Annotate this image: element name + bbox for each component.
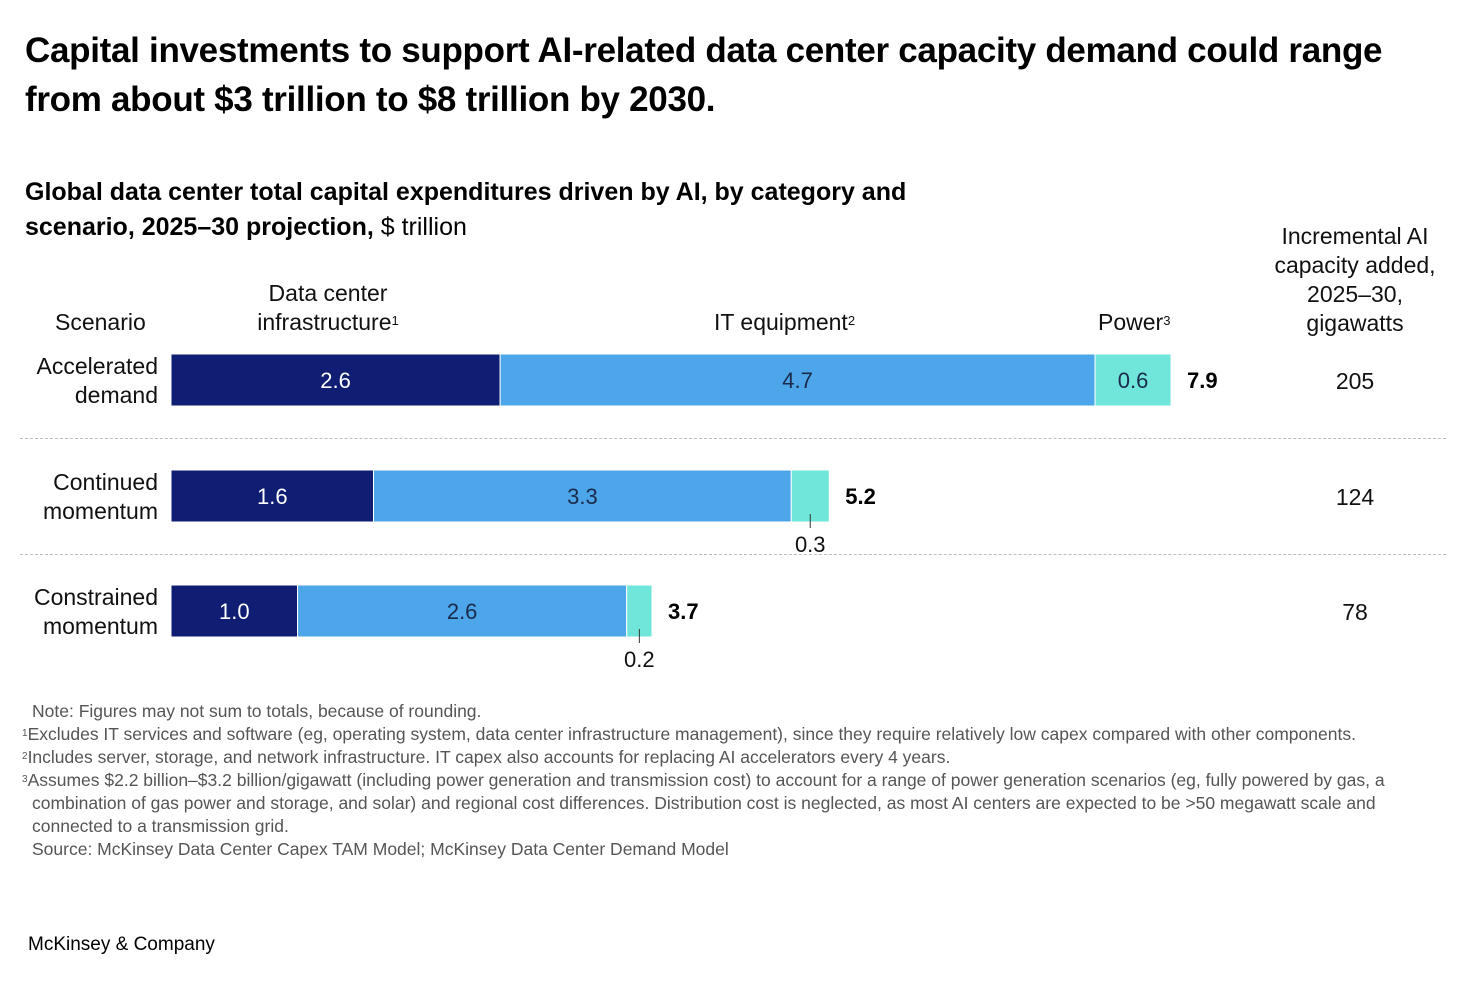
column-header-infrastructure-line1: Data center bbox=[268, 280, 388, 306]
column-header-capacity: Incremental AI capacity added, 2025–30, … bbox=[1255, 222, 1455, 338]
bar-it-equipment-continued-momentum bbox=[373, 469, 792, 523]
footnote-marker-2: 2 bbox=[847, 313, 856, 328]
footnote-2-text: Includes server, storage, and network in… bbox=[27, 747, 951, 767]
note-rounding: Note: Figures may not sum to totals, bec… bbox=[32, 701, 482, 721]
row-label-line2: momentum bbox=[42, 498, 158, 524]
bar-power-constrained-momentum bbox=[626, 584, 653, 638]
row-label-continued-momentum: Continued momentum bbox=[0, 468, 158, 526]
bar-data-center-infrastructure-accelerated-demand bbox=[170, 353, 501, 407]
data-label-power-constrained-momentum: 0.2 bbox=[624, 647, 655, 672]
total-label-accelerated-demand: 7.9 bbox=[1187, 368, 1218, 393]
capacity-value-accelerated: 205 bbox=[1335, 368, 1375, 394]
column-header-scenario: Scenario bbox=[55, 308, 146, 337]
capacity-header-line2: capacity added, bbox=[1274, 252, 1436, 278]
bar-power-accelerated-demand bbox=[1094, 353, 1172, 407]
footnote-1: 1Excludes IT services and software (eg, … bbox=[22, 723, 1422, 746]
it-label: IT equipment bbox=[714, 309, 848, 335]
data-label-power-continued-momentum: 0.3 bbox=[795, 532, 826, 557]
row-divider bbox=[20, 438, 1446, 439]
column-header-infrastructure: Data center infrastructure1 bbox=[236, 279, 420, 337]
footnote-marker-3: 3 bbox=[1163, 313, 1171, 328]
row-label-line2: demand bbox=[74, 382, 158, 408]
row-label-line1: Continued bbox=[53, 469, 158, 495]
footnote-2-marker: 2 bbox=[22, 751, 28, 762]
capacity-header-line3: 2025–30, bbox=[1307, 281, 1403, 307]
data-label-data-center-infrastructure-continued-momentum: 1.6 bbox=[257, 484, 288, 509]
stacked-bar-chart: 2.6 4.7 0.6 7.9 1.6 3.3 0.3 5.2 1.0 2.6 0.2 3.7 bbox=[170, 353, 1218, 672]
source: Source: McKinsey Data Center Capex TAM M… bbox=[32, 839, 729, 859]
power-label: Power bbox=[1098, 309, 1164, 335]
infra-label: infrastructure bbox=[257, 309, 392, 335]
row-label-accelerated-demand: Accelerated demand bbox=[0, 352, 158, 410]
capacity-header-line4: gigawatts bbox=[1306, 310, 1404, 336]
data-label-it-equipment-continued-momentum: 3.3 bbox=[567, 484, 598, 509]
chart-title: Capital investments to support AI-relate… bbox=[25, 31, 1383, 119]
data-label-it-equipment-constrained-momentum: 2.6 bbox=[447, 599, 478, 624]
footnote-2: 2Includes server, storage, and network i… bbox=[22, 746, 1422, 769]
capacity-header-line1: Incremental AI bbox=[1281, 223, 1429, 249]
footnote-3: 3Assumes $2.2 billion–$3.2 billion/gigaw… bbox=[22, 769, 1422, 838]
column-header-infrastructure-line2: infrastructure1 bbox=[236, 308, 420, 337]
capacity-value-continued: 124 bbox=[1335, 484, 1375, 510]
column-header-it-equipment: IT equipment2 bbox=[714, 308, 855, 337]
chart-subtitle: Global data center total capital expendi… bbox=[25, 175, 925, 245]
footnote-1-marker: 1 bbox=[22, 728, 28, 739]
bar-power-continued-momentum bbox=[790, 469, 830, 523]
notes: Note: Figures may not sum to totals, bec… bbox=[22, 700, 1422, 861]
brand-logo: McKinsey & Company bbox=[28, 934, 215, 955]
bar-data-center-infrastructure-continued-momentum bbox=[170, 469, 375, 523]
row-label-line1: Constrained bbox=[33, 584, 158, 610]
subtitle-text: Global data center total capital expendi… bbox=[25, 178, 907, 241]
footnote-1-text: Excludes IT services and software (eg, o… bbox=[27, 724, 1356, 744]
row-label-line1: Accelerated bbox=[36, 353, 158, 379]
total-label-continued-momentum: 5.2 bbox=[845, 484, 876, 509]
footnote-3-marker: 3 bbox=[22, 774, 28, 785]
footnote-marker-1: 1 bbox=[391, 313, 399, 328]
subtitle-unit: $ trillion bbox=[373, 213, 467, 241]
column-header-power: Power3 bbox=[1098, 308, 1170, 337]
row-divider bbox=[20, 554, 1446, 555]
bar-it-equipment-accelerated-demand bbox=[499, 353, 1096, 407]
data-label-data-center-infrastructure-constrained-momentum: 1.0 bbox=[219, 599, 250, 624]
bar-data-center-infrastructure-constrained-momentum bbox=[170, 584, 299, 638]
row-label-constrained-momentum: Constrained momentum bbox=[0, 583, 158, 641]
data-label-data-center-infrastructure-accelerated-demand: 2.6 bbox=[320, 368, 351, 393]
row-label-line2: momentum bbox=[42, 613, 158, 639]
capacity-value-constrained: 78 bbox=[1342, 599, 1368, 625]
column-header-scenario-text: Scenario bbox=[55, 309, 146, 335]
bar-it-equipment-constrained-momentum bbox=[297, 584, 628, 638]
data-label-it-equipment-accelerated-demand: 4.7 bbox=[782, 368, 813, 393]
data-label-power-accelerated-demand: 0.6 bbox=[1118, 368, 1149, 393]
footnote-3-text: Assumes $2.2 billion–$3.2 billion/gigawa… bbox=[27, 770, 1385, 836]
total-label-constrained-momentum: 3.7 bbox=[668, 599, 699, 624]
